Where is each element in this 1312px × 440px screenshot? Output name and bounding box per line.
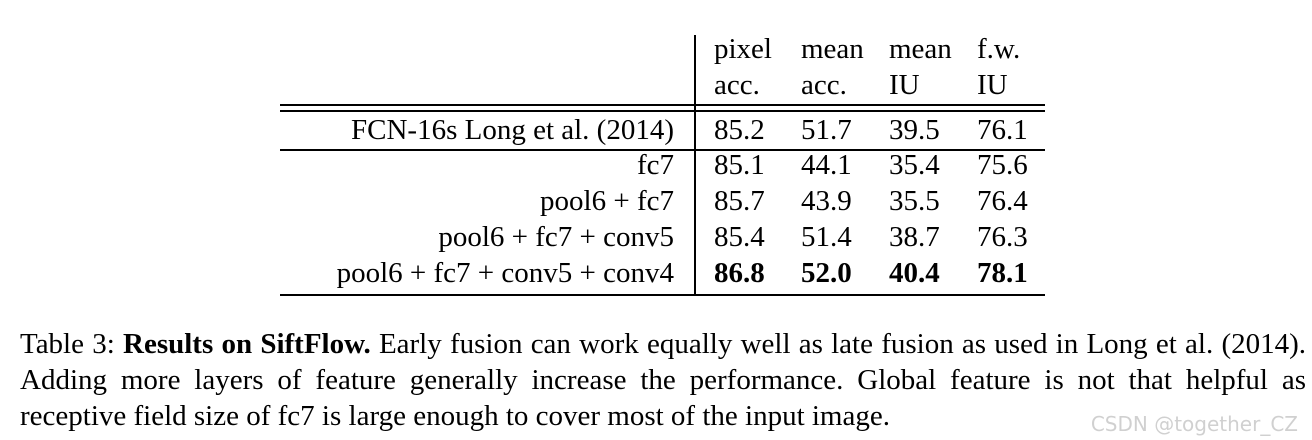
cell-value: 85.1 xyxy=(714,149,765,181)
cell-value: 43.9 xyxy=(801,185,852,217)
column-header: mean xyxy=(889,33,952,65)
cell-value: 76.4 xyxy=(977,185,1028,217)
cell-value: 85.7 xyxy=(714,185,765,217)
cell-value: 35.5 xyxy=(889,185,940,217)
column-header: acc. xyxy=(801,69,847,101)
cell-value: 35.4 xyxy=(889,149,940,181)
caption-title: Results on SiftFlow. xyxy=(123,328,371,360)
cell-value: 51.4 xyxy=(801,221,852,253)
cell-value: 51.7 xyxy=(801,114,852,146)
row-label: pool6 + fc7 xyxy=(540,185,674,217)
row-rule xyxy=(280,149,1045,151)
cell-value: 78.1 xyxy=(977,257,1028,289)
cell-value: 44.1 xyxy=(801,149,852,181)
cell-value: 38.7 xyxy=(889,221,940,253)
header-rule xyxy=(280,110,1045,112)
bottom-rule xyxy=(280,294,1045,296)
cell-value: 85.2 xyxy=(714,114,765,146)
row-label: FCN-16s Long et al. (2014) xyxy=(351,114,674,146)
row-label: pool6 + fc7 + conv5 xyxy=(438,221,674,253)
column-header: acc. xyxy=(714,69,760,101)
cell-value: 52.0 xyxy=(801,257,852,289)
cell-value: 75.6 xyxy=(977,149,1028,181)
watermark: CSDN @together_CZ xyxy=(1090,412,1298,436)
cell-value: 85.4 xyxy=(714,221,765,253)
cell-value: 40.4 xyxy=(889,257,940,289)
column-header: IU xyxy=(889,69,920,101)
cell-value: 76.1 xyxy=(977,114,1028,146)
column-rule xyxy=(694,35,696,295)
cell-value: 86.8 xyxy=(714,257,765,289)
column-header: IU xyxy=(977,69,1008,101)
header-rule xyxy=(280,104,1045,106)
table-caption: Table 3: Results on SiftFlow. Early fusi… xyxy=(20,326,1306,434)
column-header: pixel xyxy=(714,33,772,65)
caption-number: Table 3: xyxy=(20,328,115,360)
caption-text: Early fusion can work equally well as la… xyxy=(20,328,1307,432)
row-label: pool6 + fc7 + conv5 + conv4 xyxy=(336,257,674,289)
row-label: fc7 xyxy=(636,149,674,181)
column-header: mean xyxy=(801,33,864,65)
cell-value: 39.5 xyxy=(889,114,940,146)
column-header: f.w. xyxy=(977,33,1021,65)
cell-value: 76.3 xyxy=(977,221,1028,253)
